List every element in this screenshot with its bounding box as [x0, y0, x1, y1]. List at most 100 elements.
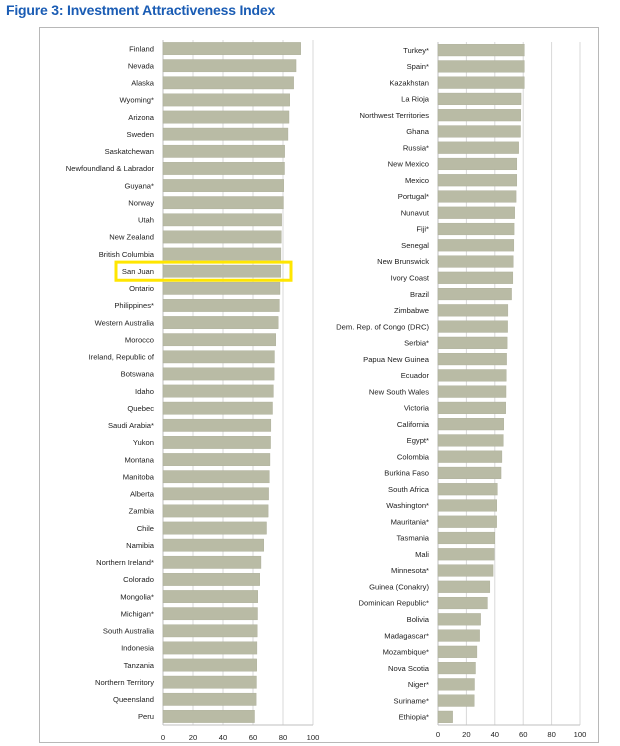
left-x-tick-label: 20: [189, 733, 197, 742]
left-category-label: South Australia: [103, 627, 155, 636]
right-bar: [437, 580, 491, 593]
left-bar: [162, 384, 274, 398]
right-bar: [437, 564, 494, 577]
right-bar: [437, 255, 514, 268]
highlight-box: [114, 260, 293, 282]
left-bar: [162, 538, 265, 552]
left-category-label: Montana: [124, 455, 154, 464]
right-bar: [437, 60, 525, 73]
left-category-label: Peru: [138, 712, 154, 721]
right-category-label: Dominican Republic*: [359, 599, 430, 608]
left-category-label: Wyoming*: [119, 96, 154, 105]
left-category-label: Namibia: [126, 541, 155, 550]
left-bar: [162, 316, 279, 329]
right-category-label: Egypt*: [407, 436, 429, 445]
left-bar: [162, 230, 282, 244]
right-bar: [437, 125, 521, 138]
left-category-label: Michigan*: [121, 609, 154, 618]
left-category-label: Sweden: [127, 130, 154, 139]
right-category-label: Turkey*: [403, 46, 429, 55]
right-category-label: Burkina Faso: [384, 469, 429, 478]
left-bar: [162, 418, 272, 432]
right-bar: [437, 320, 508, 333]
left-bar: [162, 299, 280, 312]
right-bar: [437, 239, 515, 252]
left-category-label: Saskatchewan: [105, 147, 154, 156]
right-bar: [437, 613, 481, 626]
right-category-label: Nova Scotia: [388, 664, 430, 673]
left-bar: [162, 264, 281, 278]
left-category-label: Chile: [137, 524, 154, 533]
right-x-tick-label: 20: [462, 730, 470, 739]
left-bar: [162, 213, 282, 227]
right-category-label: Niger*: [408, 680, 429, 689]
left-bar-chart: 0 20 40 60 80 100 Finland Nevada Alaska Wyoming* A…: [66, 40, 320, 742]
left-category-label: Alaska: [131, 79, 155, 88]
right-category-label: Bolivia: [407, 615, 430, 624]
left-bar: [162, 521, 267, 535]
right-bar: [437, 385, 507, 398]
left-bar: [162, 573, 260, 586]
left-category-label: Northern Territory: [95, 678, 154, 687]
left-category-label: New Zealand: [109, 233, 154, 242]
right-bar: [437, 174, 518, 187]
left-bar: [162, 196, 284, 210]
left-category-label: Guyana*: [124, 181, 154, 190]
left-x-tick-label: 0: [161, 733, 165, 742]
left-category-label: Ireland, Republic of: [89, 353, 155, 362]
left-category-label: Tanzania: [124, 661, 155, 670]
left-bar: [162, 590, 259, 603]
left-bar: [162, 110, 290, 124]
right-category-label: Suriname*: [394, 696, 429, 705]
right-category-label: Ecuador: [401, 371, 430, 380]
right-bar: [437, 710, 453, 723]
right-bar: [437, 92, 522, 105]
left-bar: [162, 641, 258, 655]
right-x-tick-label: 0: [436, 730, 440, 739]
left-bar: [162, 710, 255, 723]
left-bar: [162, 607, 258, 621]
right-category-label: Spain*: [407, 62, 429, 71]
right-bar: [437, 288, 512, 301]
left-bar: [162, 59, 297, 73]
right-x-tick-label: 40: [491, 730, 499, 739]
right-category-label: Kazakhstan: [389, 78, 429, 87]
left-category-label: Utah: [138, 216, 154, 225]
left-category-label: Alberta: [130, 490, 155, 499]
left-category-label: Morocco: [125, 335, 154, 344]
right-category-label: Mali: [415, 550, 429, 559]
right-bar: [437, 222, 515, 236]
left-bar: [162, 401, 273, 415]
right-bar: [437, 44, 525, 57]
left-bar: [162, 127, 289, 141]
left-bar: [162, 179, 284, 192]
left-x-tick-label: 100: [307, 733, 320, 742]
left-bar: [162, 93, 290, 107]
left-bar: [162, 436, 271, 449]
left-category-label: Yukon: [133, 438, 154, 447]
left-x-tick-label: 80: [279, 733, 287, 742]
right-category-label: Madagascar*: [384, 631, 429, 640]
left-category-label: Newfoundland & Labrador: [66, 164, 155, 173]
left-category-label: Indonesia: [121, 644, 155, 653]
left-bar: [162, 76, 294, 90]
left-bar: [162, 555, 262, 569]
left-category-label: Western Australia: [95, 318, 155, 327]
right-category-label: Tasmania: [397, 534, 430, 543]
right-category-label: Mozambique*: [383, 648, 429, 657]
left-category-label: Idaho: [135, 387, 154, 396]
left-bar: [162, 247, 282, 261]
left-x-tick-label: 40: [219, 733, 227, 742]
right-category-label: New Mexico: [388, 160, 429, 169]
right-bar: [437, 499, 497, 512]
left-category-label: British Columbia: [99, 250, 155, 259]
right-category-label: South Africa: [388, 485, 430, 494]
right-bar: [437, 596, 488, 610]
right-bar: [437, 629, 480, 642]
left-category-label: Zambia: [129, 507, 155, 516]
right-bar: [437, 515, 497, 528]
right-category-label: Northwest Territories: [360, 111, 430, 120]
left-category-label: Mongolia*: [120, 592, 154, 601]
right-category-label: New South Wales: [369, 387, 429, 396]
right-category-label: Colombia: [397, 452, 430, 461]
